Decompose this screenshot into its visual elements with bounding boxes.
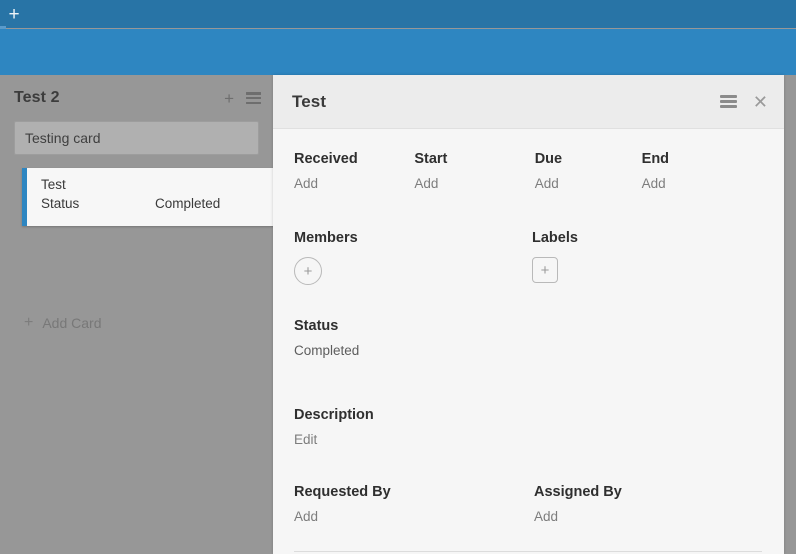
hamburger-icon[interactable] xyxy=(719,95,737,108)
field-labels: Labels + xyxy=(532,228,578,285)
card-detail-panel: Test ✕ Received Add Start Add Due Add xyxy=(273,75,784,554)
new-tab-icon[interactable]: + xyxy=(8,3,20,25)
field-label: Members xyxy=(294,230,358,246)
field-value-add[interactable]: Add xyxy=(534,176,559,191)
card-status-value: Completed xyxy=(155,196,221,211)
field-label: Requested By xyxy=(294,484,391,500)
field-status: Status Completed xyxy=(294,316,762,361)
field-value-add[interactable]: Add xyxy=(294,176,319,191)
card-title: Test xyxy=(41,177,66,192)
field-requested-by: Requested By Add xyxy=(294,482,534,527)
card-detail-body: Received Add Start Add Due Add End Add M… xyxy=(273,129,784,554)
plus-icon: + xyxy=(303,262,313,280)
new-card-input[interactable]: Testing card xyxy=(14,121,259,155)
field-received: Received Add xyxy=(294,149,414,194)
list-column-test-2: Test 2 + Testing card + Add Card xyxy=(0,75,273,554)
field-value-add[interactable]: Add xyxy=(414,176,439,191)
description-edit-link[interactable]: Edit xyxy=(294,432,318,447)
card-tile-test[interactable]: Test Status Completed xyxy=(22,168,322,226)
add-member-button[interactable]: + xyxy=(294,257,322,285)
field-start: Start Add xyxy=(414,149,534,194)
tab-strip-marker xyxy=(0,26,6,30)
browser-titlebar: + xyxy=(0,0,796,28)
date-fields-row: Received Add Start Add Due Add End Add xyxy=(294,149,762,194)
plus-icon: + xyxy=(540,261,550,279)
field-due: Due Add xyxy=(535,149,642,194)
hamburger-icon[interactable] xyxy=(246,92,261,104)
field-value-add[interactable]: Add xyxy=(534,509,559,524)
list-header-actions: + xyxy=(224,90,261,107)
field-label: Assigned By xyxy=(534,484,622,500)
field-label: Description xyxy=(294,407,374,423)
field-end: End Add xyxy=(642,149,762,194)
card-status-row: Status Completed xyxy=(41,194,322,214)
add-label-button[interactable]: + xyxy=(532,257,558,283)
requested-assigned-row: Requested By Add Assigned By Add xyxy=(294,482,762,527)
card-status-label: Status xyxy=(41,196,80,211)
section-divider xyxy=(294,551,762,552)
card-detail-actions: ✕ xyxy=(719,91,768,112)
app-toolbar xyxy=(0,29,796,75)
field-assigned-by: Assigned By Add xyxy=(534,482,622,527)
members-labels-row: Members + Labels + xyxy=(294,228,762,285)
list-title: Test 2 xyxy=(14,89,60,106)
field-label: Start xyxy=(414,151,448,167)
field-label: End xyxy=(641,151,670,167)
list-header: Test 2 + xyxy=(0,75,273,121)
field-description: Description Edit xyxy=(294,405,762,450)
field-value-add[interactable]: Add xyxy=(641,176,666,191)
add-card-icon[interactable]: + xyxy=(224,88,234,108)
add-card-label: Add Card xyxy=(42,315,102,331)
card-detail-title: Test xyxy=(292,91,327,111)
field-label: Labels xyxy=(532,230,578,246)
card-detail-header: Test ✕ xyxy=(273,75,784,129)
field-label: Due xyxy=(534,151,563,167)
close-icon[interactable]: ✕ xyxy=(752,91,768,112)
field-members: Members + xyxy=(294,228,532,285)
plus-icon: + xyxy=(24,314,34,331)
status-value[interactable]: Completed xyxy=(294,343,360,358)
add-card-button[interactable]: + Add Card xyxy=(24,314,102,332)
field-label: Received xyxy=(294,151,358,167)
board-right-gutter xyxy=(784,75,796,554)
field-value-add[interactable]: Add xyxy=(294,509,319,524)
field-label: Status xyxy=(294,318,339,334)
